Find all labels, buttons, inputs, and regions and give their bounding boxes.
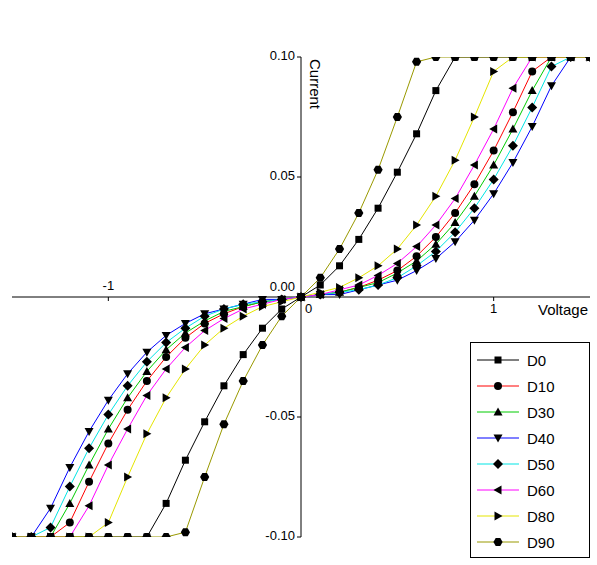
svg-text:0.05: 0.05	[270, 168, 295, 183]
svg-text:0: 0	[305, 301, 312, 316]
html-text:D90: D90	[527, 533, 555, 551]
html-text:D0: D0	[527, 351, 547, 369]
html-text:D50: D50	[527, 455, 555, 473]
svg-text:0.10: 0.10	[270, 48, 295, 63]
html-text:D60: D60	[527, 481, 555, 499]
html-text:Voltage: Voltage	[538, 301, 588, 318]
svg-text:-1: -1	[103, 278, 115, 293]
html-text:D30: D30	[527, 403, 555, 421]
html-text:D10: D10	[527, 377, 555, 395]
svg-text:-0.10: -0.10	[265, 528, 295, 543]
html-text:Current: Current	[307, 59, 324, 109]
svg-text:1: 1	[490, 301, 497, 316]
svg-text:0.00: 0.00	[270, 279, 295, 294]
html-text:D40: D40	[527, 429, 555, 447]
svg-text:-0.05: -0.05	[265, 408, 295, 423]
html-text:D80: D80	[527, 507, 555, 525]
